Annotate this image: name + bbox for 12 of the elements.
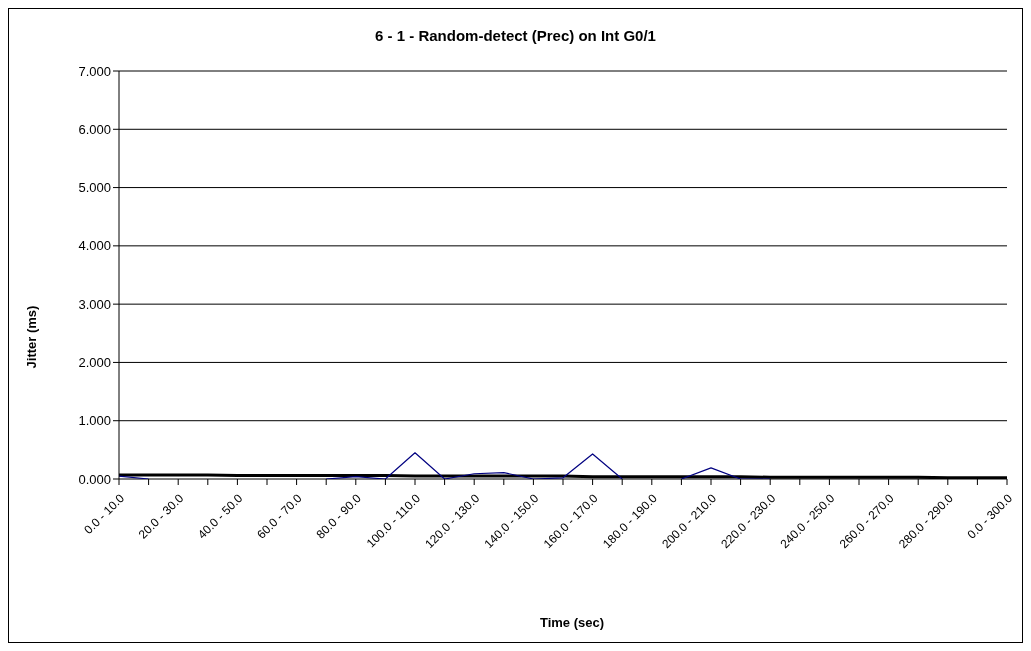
y-tick-label: 5.000 — [78, 180, 111, 196]
x-tick-label: 60.0 - 70.0 — [254, 490, 305, 542]
y-tick-label: 1.000 — [78, 413, 111, 429]
y-tick-label: 0.000 — [78, 471, 111, 487]
y-tick-label: 6.000 — [78, 121, 111, 137]
y-tick-label: 2.000 — [78, 355, 111, 371]
chart-title: 6 - 1 - Random-detect (Prec) on Int G0/1 — [374, 27, 657, 44]
y-tick-label: 4.000 — [78, 238, 111, 254]
y-axis-title: Jitter (ms) — [23, 305, 39, 369]
y-tick-label: 7.000 — [78, 63, 111, 79]
x-axis-title: Time (sec) — [538, 615, 606, 630]
y-tick-label: 3.000 — [78, 296, 111, 312]
